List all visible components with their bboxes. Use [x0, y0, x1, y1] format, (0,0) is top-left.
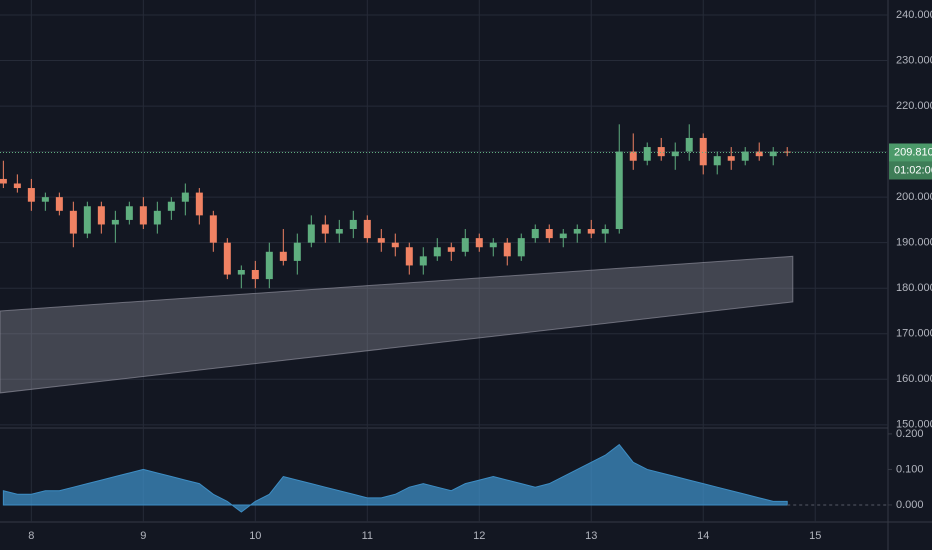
y-tick-label: 180.000 — [896, 282, 932, 294]
candle-body — [111, 219, 119, 225]
candle-body — [433, 247, 441, 257]
candle-body — [251, 270, 259, 280]
candle-body — [615, 151, 623, 230]
candle-body — [573, 229, 581, 234]
candle-body — [41, 197, 49, 202]
candle-body — [349, 219, 357, 230]
candle-body — [139, 206, 147, 225]
candle-body — [237, 270, 245, 275]
candle-body — [279, 251, 287, 261]
y2-tick-label: 0.200 — [896, 428, 924, 440]
x-tick-label: 9 — [140, 530, 146, 542]
candle-body — [559, 233, 567, 239]
y-tick-label: 160.000 — [896, 373, 932, 385]
x-tick-label: 15 — [809, 530, 821, 542]
x-tick-label: 11 — [362, 530, 373, 542]
candle-body — [657, 147, 665, 157]
candle-body — [671, 151, 679, 157]
candle-body — [377, 238, 385, 243]
candle-body — [0, 178, 7, 184]
channel-band — [0, 255, 794, 394]
candle-body — [167, 201, 175, 211]
candle-body — [27, 188, 35, 202]
candle-body — [265, 251, 273, 280]
candle-body — [13, 183, 21, 189]
candle-body — [629, 151, 637, 161]
candle-body — [209, 215, 217, 243]
last-price-label: 209.810 — [894, 146, 932, 158]
candle-body — [685, 137, 693, 152]
last-price-box — [889, 143, 932, 162]
candle-body — [783, 151, 791, 153]
y-tick-label: 150.000 — [896, 419, 932, 431]
candle-body — [293, 242, 301, 261]
y2-tick-label: 0.000 — [896, 499, 924, 511]
candle-body — [419, 256, 427, 266]
candle-body — [181, 192, 189, 202]
candle-body — [769, 151, 777, 157]
candle-body — [153, 210, 161, 225]
candle-body — [335, 229, 343, 234]
candle-body — [727, 156, 735, 161]
candle-body — [531, 229, 539, 239]
candle-body — [461, 238, 469, 252]
y-tick-label: 190.000 — [896, 237, 932, 249]
y-tick-label: 220.000 — [896, 100, 932, 112]
candle-body — [545, 229, 553, 239]
y-tick-label: 170.000 — [896, 328, 932, 340]
candle-body — [195, 192, 203, 216]
candle-body — [125, 206, 133, 220]
y-tick-label: 240.000 — [896, 9, 932, 21]
candle-body — [713, 156, 721, 166]
y-tick-label: 200.000 — [896, 191, 932, 203]
candle-body — [307, 224, 315, 243]
candle-body — [405, 247, 413, 266]
countdown-box — [889, 161, 932, 180]
candle-body — [755, 151, 763, 157]
candle-body — [587, 229, 595, 234]
candle-body — [447, 247, 455, 252]
candle-body — [83, 206, 91, 234]
candle-body — [503, 242, 511, 257]
candle-body — [699, 137, 707, 166]
candle-body — [517, 238, 525, 257]
candle-body — [69, 210, 77, 234]
y-tick-label: 230.000 — [896, 54, 932, 66]
candle-body — [601, 229, 609, 234]
candle-body — [223, 242, 231, 275]
candle-body — [741, 151, 749, 161]
indicator-area — [2, 443, 788, 513]
candle-body — [475, 238, 483, 248]
candle-body — [55, 197, 63, 211]
x-tick-label: 8 — [28, 530, 34, 542]
candle-body — [321, 224, 329, 234]
x-tick-label: 10 — [249, 530, 261, 542]
candle-body — [97, 206, 105, 225]
candle-body — [391, 242, 399, 248]
y2-tick-label: 0.100 — [896, 463, 924, 475]
x-tick-label: 13 — [585, 530, 597, 542]
x-tick-label: 12 — [473, 530, 485, 542]
countdown-label: 01:02:06 — [894, 164, 932, 176]
candle-body — [363, 219, 371, 239]
x-tick-label: 14 — [697, 530, 709, 542]
candle-body — [643, 147, 651, 161]
candle-body — [489, 242, 497, 248]
